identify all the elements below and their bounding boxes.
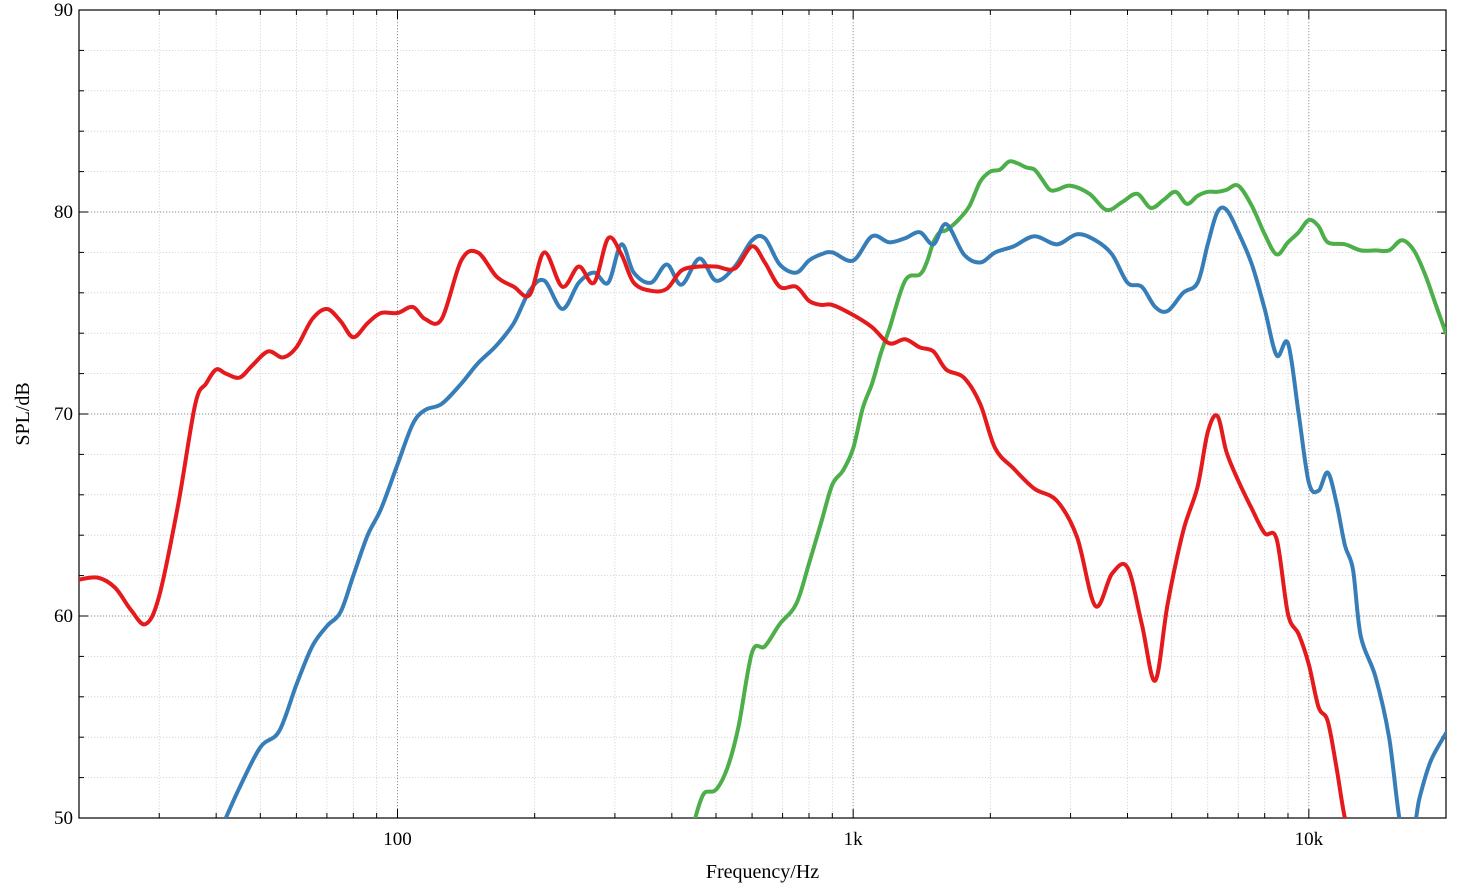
grid [78,10,1447,818]
y-tick-label: 90 [54,0,73,21]
axis-ticks [78,9,1447,819]
y-tick-label: 70 [54,404,73,425]
y-tick-label: 60 [54,606,73,627]
x-tick-label: 1k [844,829,864,850]
x-tick-label: 100 [383,829,412,850]
tick-labels: 100 1k 10k 50 60 70 80 90 [54,0,1324,850]
y-tick-label: 50 [54,808,73,829]
y-axis-title: SPL/dB [12,382,34,445]
series-line-0 [79,235,1347,818]
x-axis-title: Frequency/Hz [706,861,819,883]
y-tick-label: 80 [54,202,73,223]
series-line-2 [693,159,1446,818]
series-group [79,159,1446,818]
x-tick-label: 10k [1295,829,1324,850]
series-line-1 [223,205,1446,818]
